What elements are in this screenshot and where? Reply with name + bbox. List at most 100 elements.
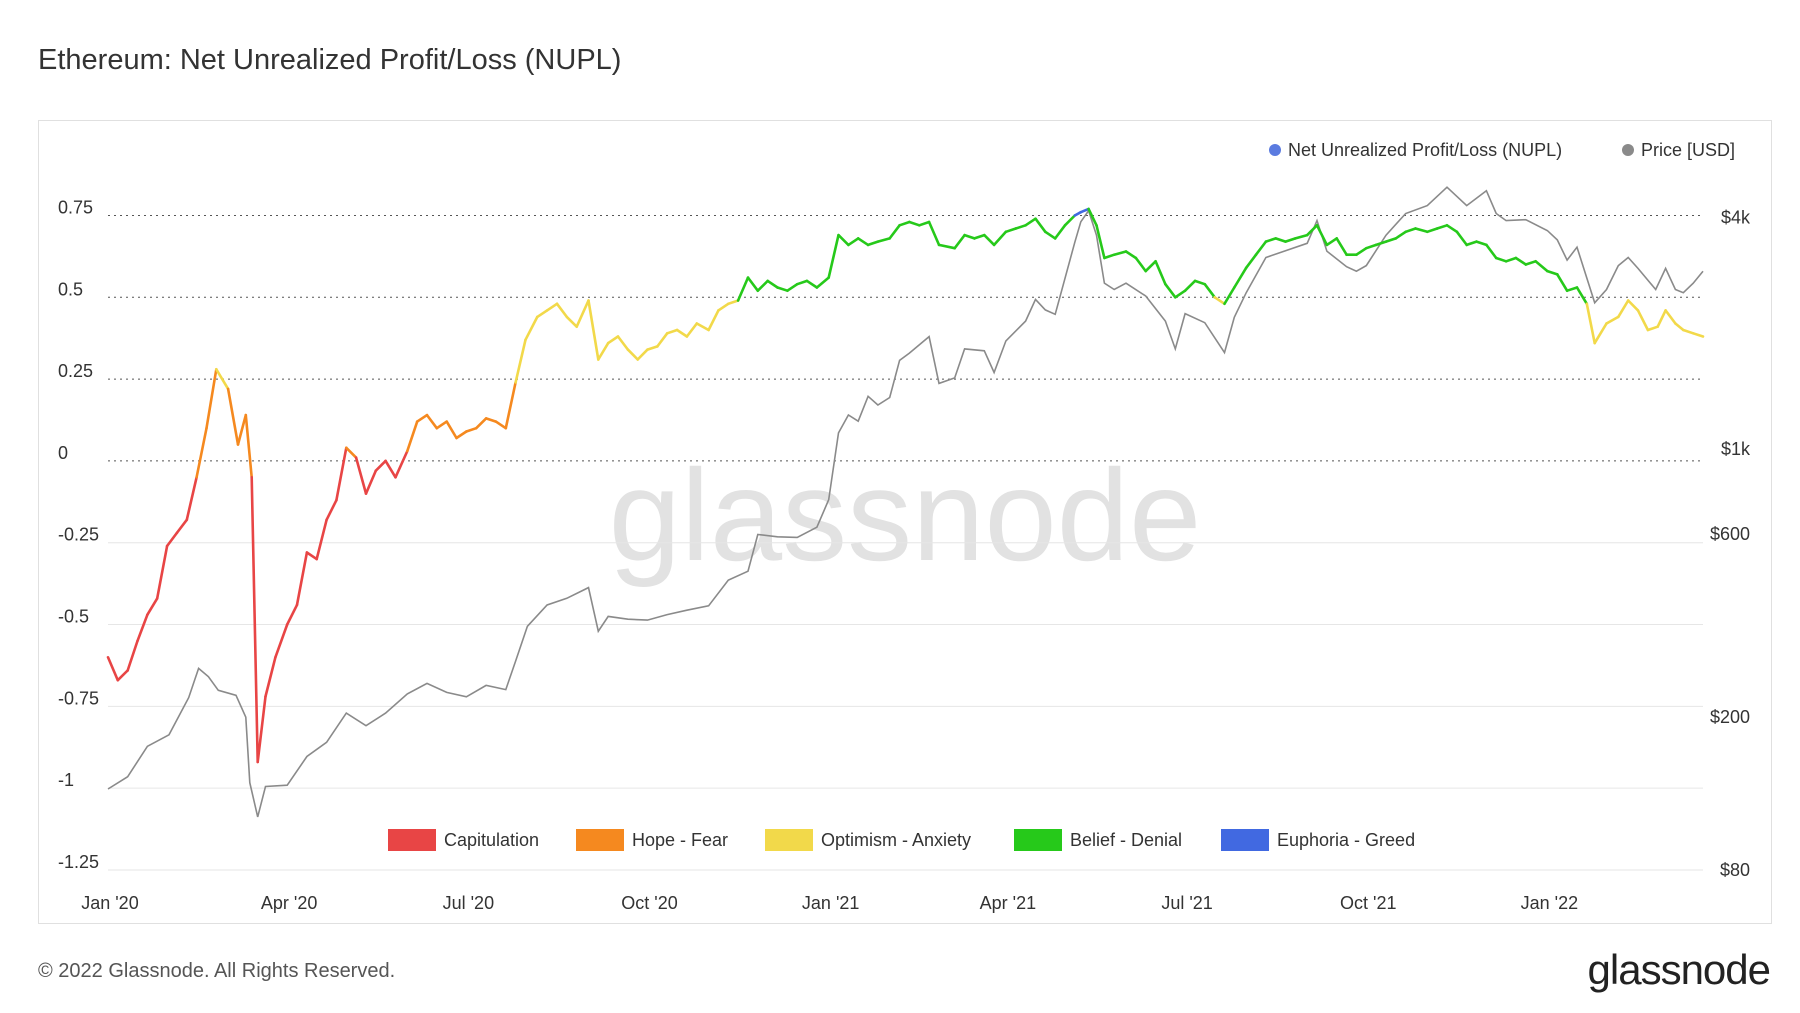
y-axis-right: $4k $1k $600 $200 $80: [1710, 208, 1751, 880]
nupl-segment: [185, 475, 198, 522]
nupl-segment: [384, 459, 397, 479]
nupl-segment: [1404, 227, 1417, 234]
chart-title: Ethereum: Net Unrealized Profit/Loss (NU…: [38, 44, 622, 76]
nupl-segment: [736, 276, 750, 302]
nupl-segment: [1585, 302, 1596, 345]
nupl-segment: [1124, 250, 1138, 260]
nupl-segment: [1183, 279, 1197, 293]
nupl-segment: [250, 475, 260, 764]
nupl-segment: [354, 456, 368, 495]
zone-legend-label: Optimism - Anxiety: [821, 830, 971, 850]
y-right-tick-label: $4k: [1721, 208, 1751, 228]
nupl-segment: [435, 420, 449, 430]
nupl-segment: [937, 243, 957, 250]
nupl-segment: [1095, 224, 1106, 260]
nupl-segment: [866, 240, 880, 247]
nupl-segment: [917, 220, 931, 227]
y-right-tick-label: $1k: [1721, 439, 1751, 459]
nupl-segment: [494, 420, 508, 430]
nupl-segment: [325, 498, 338, 522]
nupl-segment: [315, 518, 328, 561]
nupl-segment: [1575, 286, 1589, 306]
gridlines: [108, 214, 1703, 871]
nupl-segment: [285, 603, 299, 626]
nupl-segment: [1174, 289, 1187, 299]
nupl-segment: [1044, 230, 1057, 240]
x-tick-label: Oct '21: [1340, 893, 1396, 913]
nupl-segment: [146, 597, 159, 617]
nupl-segment: [1485, 243, 1498, 260]
nupl-segment: [1384, 237, 1398, 243]
nupl-segment: [827, 233, 840, 279]
y-right-tick-label: $200: [1710, 707, 1750, 727]
nupl-segment: [165, 531, 179, 548]
price-line: [107, 186, 1704, 818]
legend-zones: Capitulation Hope - Fear Optimism - Anxiet…: [388, 829, 1415, 851]
nupl-segment: [656, 331, 669, 348]
nupl-segment: [1534, 259, 1549, 273]
nupl-segment: [575, 299, 590, 329]
nupl-segment: [795, 279, 809, 286]
nupl-segment: [1294, 233, 1309, 240]
y-right-tick-label: $600: [1710, 524, 1750, 544]
nupl-segment: [555, 302, 569, 319]
legend-top: Net Unrealized Profit/Loss (NUPL) Price […: [1269, 140, 1735, 160]
nupl-segment: [136, 613, 149, 643]
nupl-segment: [1445, 224, 1459, 234]
nupl-segment: [1636, 309, 1650, 332]
nupl-segment: [1546, 269, 1559, 276]
nupl-segment: [665, 328, 679, 335]
nupl-segment: [786, 282, 799, 293]
nupl-segment: [445, 420, 458, 440]
nupl-segment: [1193, 279, 1207, 286]
nupl-segment: [953, 233, 966, 250]
zone-legend-swatch: [1221, 829, 1269, 851]
nupl-segment: [394, 449, 409, 479]
y-left-tick-label: -0.25: [58, 525, 99, 545]
nupl-segment: [1593, 322, 1608, 345]
nupl-segment: [1244, 253, 1258, 270]
y-left-tick-label: -1: [58, 770, 74, 790]
nupl-segment: [837, 233, 850, 247]
nupl-segment: [1426, 227, 1439, 234]
nupl-segment: [1112, 250, 1128, 256]
zone-legend-label: Capitulation: [444, 830, 539, 850]
nupl-segment: [1325, 237, 1338, 247]
nupl-segment: [295, 551, 309, 607]
nupl-segment: [305, 551, 319, 561]
nupl-segment: [415, 413, 429, 423]
nupl-segment: [707, 309, 720, 332]
nupl-segment: [1233, 266, 1248, 289]
x-tick-label: Jul '20: [443, 893, 494, 913]
nupl-segment: [1556, 273, 1569, 293]
nupl-segment: [1213, 295, 1226, 306]
nupl-segment: [616, 335, 630, 351]
nupl-segment: [1514, 256, 1528, 266]
nupl-segment: [815, 276, 831, 289]
nupl-segment: [364, 469, 378, 495]
nupl-segment: [1656, 309, 1667, 329]
zone-legend-label: Hope - Fear: [632, 830, 728, 850]
x-tick-label: Jan '22: [1521, 893, 1578, 913]
nupl-segment: [256, 695, 267, 764]
nupl-segment: [1646, 325, 1659, 332]
x-tick-label: Jul '21: [1161, 893, 1212, 913]
brand-logo: glassnode: [1587, 946, 1771, 993]
x-tick-label: Oct '20: [621, 893, 677, 913]
legend-marker: [1269, 144, 1281, 156]
y-left-tick-label: -1.25: [58, 852, 99, 872]
nupl-segment: [545, 302, 559, 312]
nupl-segment: [1024, 217, 1037, 227]
nupl-segment: [1305, 224, 1319, 237]
watermark: glassnode: [609, 442, 1202, 588]
nupl-segment: [1254, 240, 1268, 256]
y-left-tick-label: -0.75: [58, 688, 99, 708]
nupl-segment: [1504, 256, 1518, 263]
nupl-segment: [675, 328, 689, 338]
zone-legend-swatch: [576, 829, 624, 851]
nupl-series: [106, 207, 1705, 764]
nupl-segment: [1682, 328, 1695, 335]
nupl-segment: [264, 655, 277, 698]
nupl-segment: [465, 426, 478, 433]
